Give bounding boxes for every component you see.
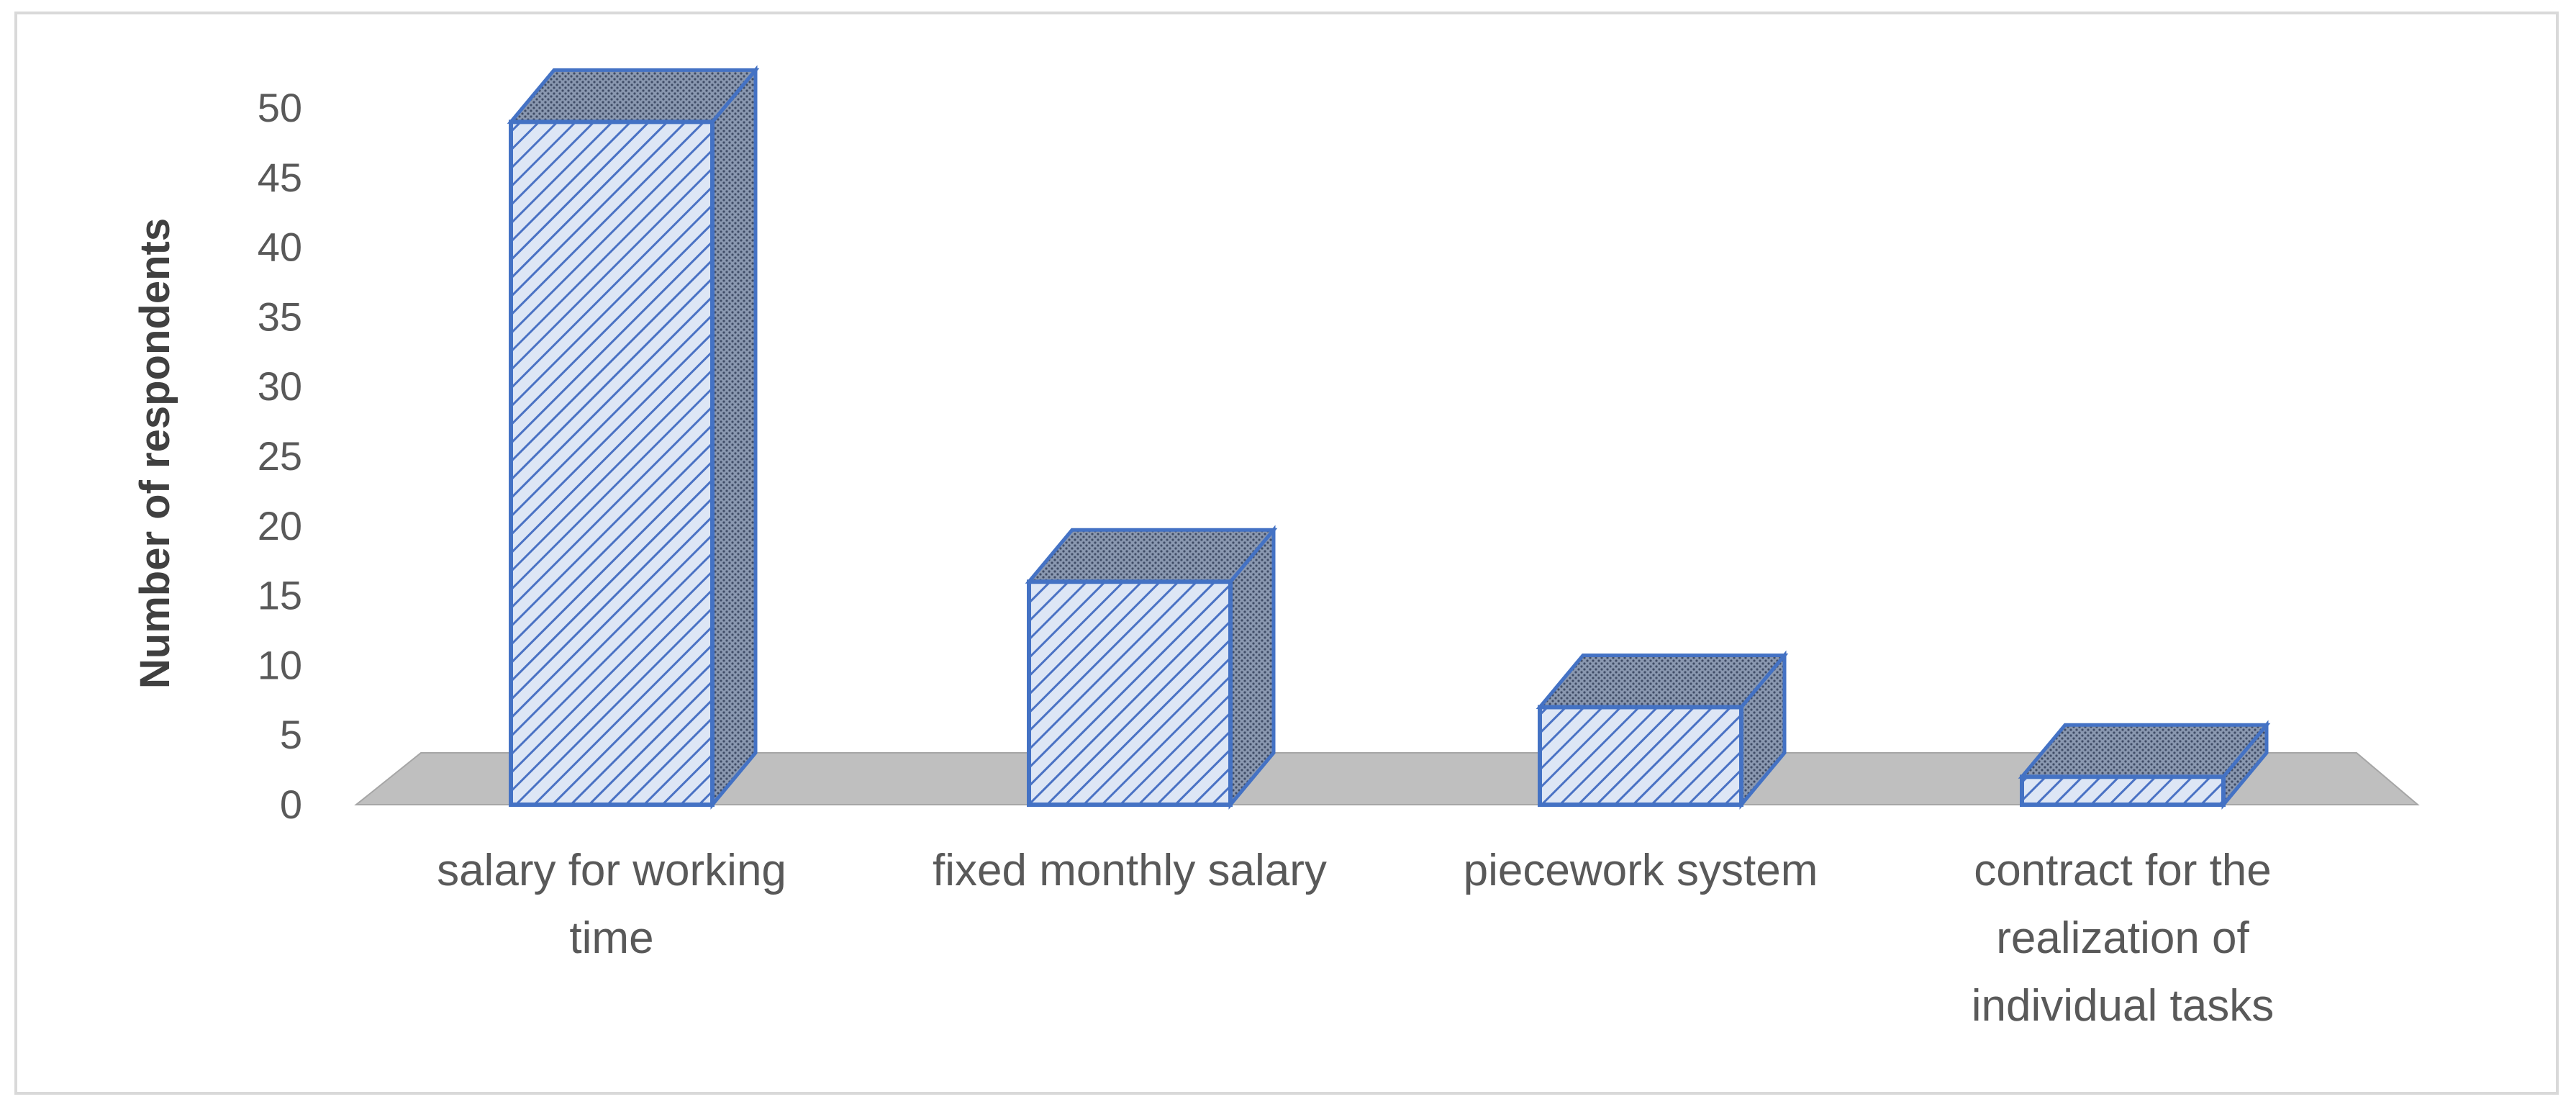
y-tick-label: 0 [280, 782, 302, 827]
y-tick-label: 35 [258, 294, 302, 339]
x-category-label: piecework system [1464, 846, 1818, 895]
bar-1 [507, 65, 760, 810]
bar-top [2018, 723, 2271, 779]
chart-frame [14, 12, 2559, 1095]
bar-2 [1025, 525, 1278, 810]
bar-3 [1536, 650, 1789, 810]
y-tick-label: 20 [258, 503, 302, 548]
y-axis-label: Number of respondents [132, 218, 178, 689]
y-tick-label: 15 [258, 573, 302, 618]
bar-front [2020, 774, 2226, 808]
bar-top [507, 68, 760, 124]
bar-top [1025, 528, 1278, 584]
y-tick-label: 50 [258, 85, 302, 130]
x-category-label: fixed monthly salary [933, 846, 1327, 895]
y-tick-label: 45 [258, 155, 302, 200]
bar-side [710, 65, 758, 810]
bar-front [509, 119, 715, 808]
y-tick-label: 40 [258, 225, 302, 270]
y-tick-label: 5 [280, 712, 302, 757]
x-category-label: contract for the realization of individual… [1972, 846, 2274, 1031]
y-tick-label: 25 [258, 433, 302, 479]
x-category-label: salary for working time [437, 846, 786, 963]
y-tick-label: 30 [258, 363, 302, 409]
y-tick-label: 10 [258, 642, 302, 687]
bar-front [1538, 705, 1743, 807]
bar-4 [2018, 720, 2271, 810]
bar-top [1536, 653, 1789, 709]
bar-front [1027, 579, 1233, 807]
